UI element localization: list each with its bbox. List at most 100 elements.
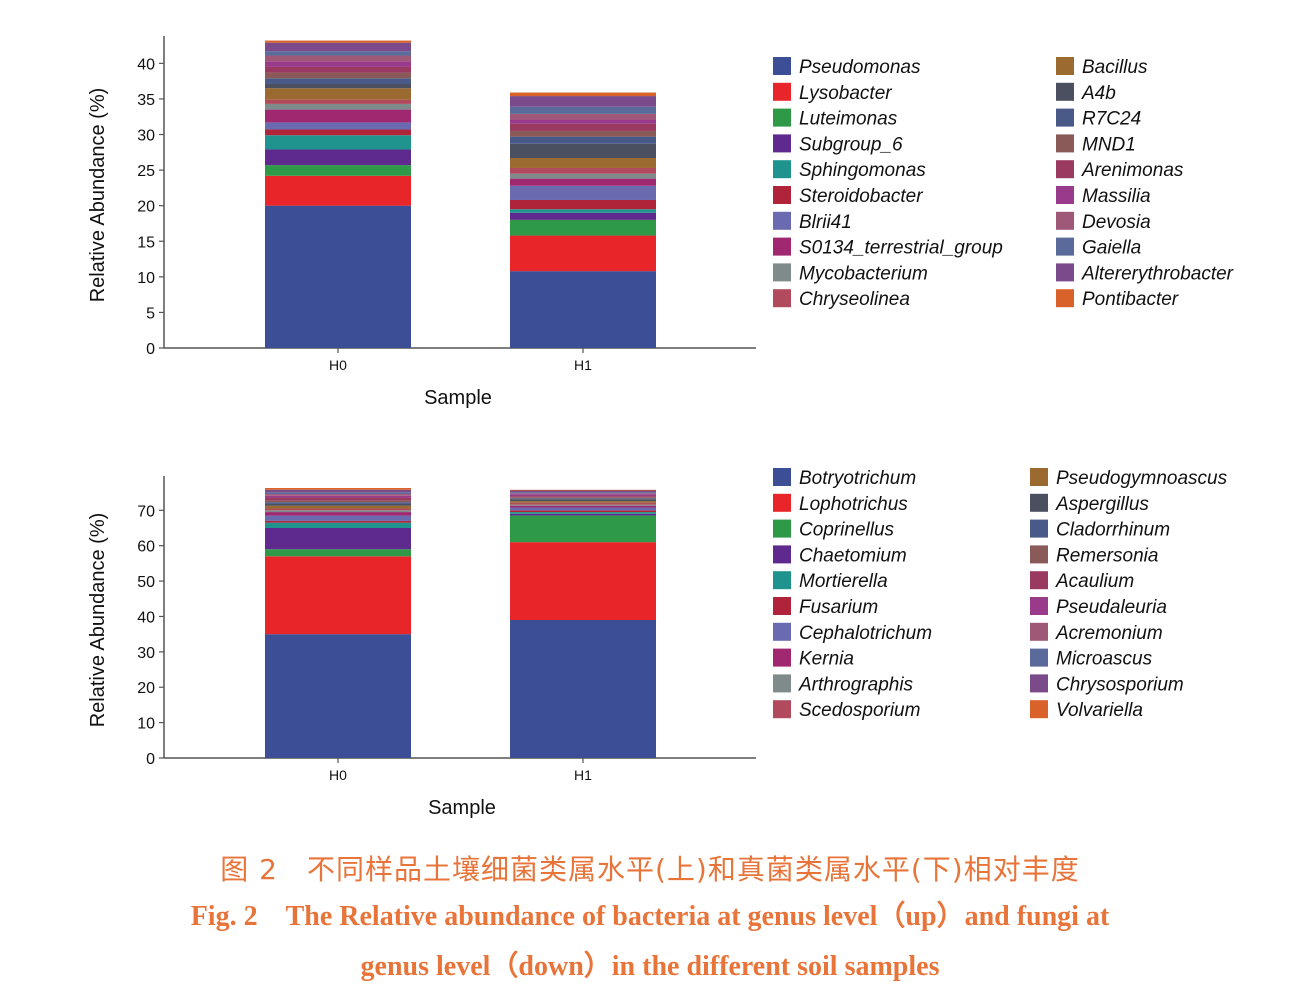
legend-swatch	[1030, 597, 1048, 615]
legend-label: Subgroup_6	[799, 134, 903, 155]
x-tick-label-h1: H1	[574, 357, 592, 373]
bar-segment-a4b-h0	[265, 83, 411, 89]
y-tick-label: 20	[137, 199, 155, 216]
legend-label: Lysobacter	[799, 83, 892, 104]
bar-segment-luteimonas-h0	[265, 165, 411, 176]
legend-label: Mycobacterium	[799, 263, 928, 284]
legend-swatch	[1056, 289, 1074, 308]
legend-swatch	[773, 622, 791, 641]
legend-swatch	[1030, 648, 1048, 667]
x-tick-label-h0: H0	[329, 357, 347, 373]
legend-label: Botryotrichum	[799, 468, 916, 489]
legend-swatch	[773, 108, 791, 127]
bar-segment-a4b-h1	[510, 143, 656, 158]
legend-swatch	[1056, 57, 1074, 75]
legend-label: Acaulium	[1055, 571, 1134, 592]
legend-swatch	[773, 493, 791, 512]
legend-swatch	[773, 134, 791, 153]
bar-segment-pseudogymnoascus-h0	[265, 505, 411, 509]
bar-segment-mycobacterium-h1	[510, 173, 656, 179]
y-tick-label: 0	[146, 751, 155, 768]
bar-segment-massilia-h1	[510, 119, 656, 124]
bar-segment-chrysosporium-h1	[510, 490, 656, 493]
legend-swatch	[773, 160, 791, 179]
legend-label: Remersonia	[1056, 545, 1158, 566]
legend-swatch	[1030, 700, 1048, 719]
y-tick-label: 40	[137, 56, 155, 73]
bar-segment-mnd1-h0	[265, 72, 411, 79]
legend-label: Aspergillus	[1055, 494, 1149, 515]
bar-segment-blrii41-h1	[510, 185, 656, 200]
legend-swatch	[1030, 519, 1048, 538]
bar-segment-altererythrobacter-h1	[510, 96, 656, 107]
legend-label: Acremonium	[1055, 623, 1163, 644]
y-axis-title: Relative Abundance (%)	[87, 88, 109, 303]
bar-segment-cephalotrichum-h1	[510, 507, 656, 511]
bar-segment-botryotrichum-h0	[265, 634, 411, 758]
x-tick-label-h1: H1	[574, 767, 592, 783]
bar-segment-chaetomium-h1	[510, 513, 656, 516]
legend-label: R7C24	[1082, 109, 1141, 130]
legend-swatch	[1056, 263, 1074, 282]
legend-label: Mortierella	[799, 571, 888, 592]
bar-segment-arenimonas-h0	[265, 66, 411, 73]
legend-label: Arthrographis	[798, 674, 914, 695]
bar-segment-pontibacter-h0	[265, 40, 411, 43]
y-tick-label: 40	[137, 609, 155, 626]
legend-label: Altererythrobacter	[1081, 263, 1234, 284]
legend-label: Pontibacter	[1082, 289, 1179, 310]
y-tick-label: 60	[137, 539, 155, 556]
legend-swatch	[773, 597, 791, 615]
legend-swatch	[1030, 674, 1048, 693]
y-axis-title: Relative Abundance (%)	[87, 513, 109, 728]
legend-swatch	[773, 468, 791, 486]
bar-segment-acremonium-h0	[265, 494, 411, 496]
legend-swatch	[773, 263, 791, 282]
bar-segment-r7c24-h1	[510, 136, 656, 144]
legend-label: Coprinellus	[799, 520, 895, 541]
figure-panel: 0 5 10 15 20 25 30 35 40 Relative Abundance (%) H0…	[78, 32, 1268, 834]
legend-swatch	[773, 211, 791, 230]
bar-segment-volvariella-h0	[265, 488, 411, 490]
bacteria-chart: 0 5 10 15 20 25 30 35 40 Relative Abundance (%) H0…	[87, 36, 1234, 409]
legend-label: Steroidobacter	[799, 186, 923, 207]
bar-segment-pseudaleuria-h1	[510, 494, 656, 497]
bar-segment-microascus-h1	[510, 492, 656, 494]
legend-swatch	[1030, 493, 1048, 512]
legend-swatch	[1030, 571, 1048, 590]
legend-swatch	[773, 186, 791, 204]
bar-segment-fusarium-h0	[265, 520, 411, 523]
bar-segment-lysobacter-h0	[265, 175, 411, 206]
legend-label: Blrii41	[799, 212, 852, 233]
bar-segment-aspergillus-h1	[510, 499, 656, 502]
legend-swatch	[773, 545, 791, 564]
fungi-chart: 0 10 20 30 40 50 60 70 Relative Abundance (%) H0 H…	[87, 468, 1228, 819]
bar-segment-chrysosporium-h0	[265, 489, 411, 493]
legend-swatch	[1056, 186, 1074, 204]
bar-segment-kernia-h0	[265, 512, 411, 516]
legend-label: Bacillus	[1082, 57, 1148, 78]
legend-label: Chrysosporium	[1056, 674, 1184, 695]
bar-segment-chryseolinea-h1	[510, 167, 656, 174]
bar-segment-mortierella-h1	[510, 512, 656, 514]
legend-label: Chryseolinea	[799, 289, 910, 310]
bar-segment-microascus-h0	[265, 492, 411, 495]
legend-label: Fusarium	[799, 597, 878, 618]
bar-segment-pseudogymnoascus-h1	[510, 501, 656, 503]
legend-swatch	[1030, 622, 1048, 641]
legend-swatch	[1030, 545, 1048, 564]
bar-segment-lophotrichus-h0	[265, 556, 411, 635]
y-tick-label: 0	[146, 341, 155, 358]
bar-segment-massilia-h0	[265, 61, 411, 67]
legend-label: MND1	[1082, 134, 1136, 155]
y-tick-label: 10	[137, 716, 155, 733]
bar-segment-acaulium-h0	[265, 497, 411, 501]
bar-segment-luteimonas-h1	[510, 219, 656, 236]
legend-swatch	[1030, 468, 1048, 486]
bar-segment-botryotrichum-h1	[510, 620, 656, 758]
bar-segment-mortierella-h0	[265, 522, 411, 528]
bar-segment-acaulium-h1	[510, 496, 656, 498]
x-tick-label-h0: H0	[329, 767, 347, 783]
legend-swatch	[773, 648, 791, 667]
bar-segment-sphingomonas-h0	[265, 135, 411, 150]
